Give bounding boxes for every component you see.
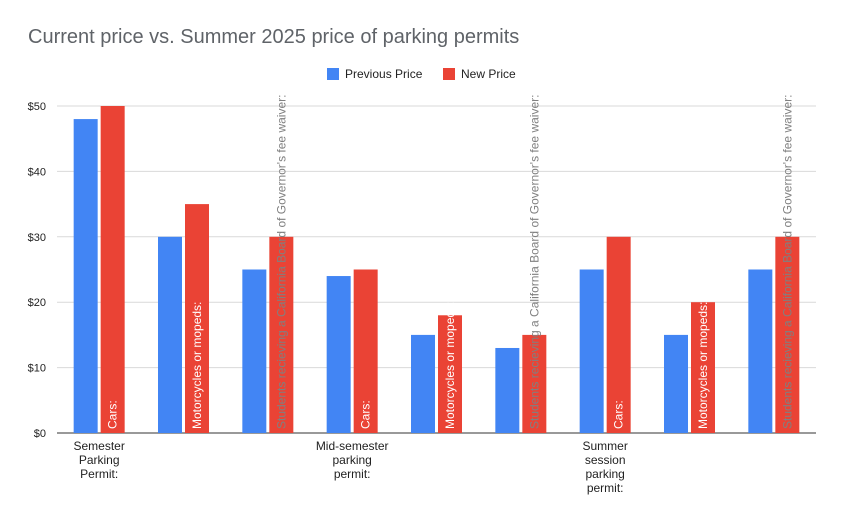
bar-annotation-label: Motorcycles or mopeds: [696,302,710,429]
bar-annotation-label: Cars: [612,400,626,429]
bar-new-price [185,204,209,433]
legend-label: New Price [461,67,516,81]
bar-new-price [606,236,631,433]
bar-new-price [100,106,125,433]
bar-annotation-label: Motorcycles or mopeds: [443,302,457,429]
bar-previous-price [748,269,773,433]
bar-previous-price [326,276,351,433]
bar-previous-price [158,236,182,433]
bar-annotation-label: Cars: [359,400,373,429]
bar-annotation-label: Students recieving a California Board of… [527,95,541,429]
x-tick-label: Mid-semester parking permit: [316,439,389,481]
y-tick-label: $30 [28,232,46,244]
bar-annotation-label: Students recieving a California Board of… [780,95,794,429]
bar-previous-price [73,119,98,433]
bar-new-price [775,236,800,433]
y-tick-label: $40 [28,166,46,178]
y-tick-label: $50 [28,101,46,113]
y-tick-label: $0 [34,428,46,440]
bar-previous-price [411,334,435,433]
bar-new-price [438,315,462,433]
chart-title: Current price vs. Summer 2025 price of p… [28,26,520,48]
bar-new-price [269,236,294,433]
x-tick-label: Semester Parking Permit: [73,439,124,481]
bar-previous-price [242,269,267,433]
y-tick-label: $20 [28,297,46,309]
bar-annotation-label: Motorcycles or mopeds: [190,302,204,429]
bar-new-price [522,334,547,433]
bar-annotation-label: Cars: [106,400,120,429]
legend-swatch [327,68,339,80]
bar-previous-price [495,347,520,433]
y-tick-label: $10 [28,363,46,375]
bar-annotation-label: Students recieving a California Board of… [274,95,288,429]
bar-previous-price [579,269,604,433]
bar-new-price [691,302,715,433]
legend-swatch [443,68,455,80]
bar-new-price [353,269,378,433]
x-tick-label: Summer session parking permit: [582,439,627,495]
legend-label: Previous Price [345,67,423,81]
bar-previous-price [664,334,688,433]
